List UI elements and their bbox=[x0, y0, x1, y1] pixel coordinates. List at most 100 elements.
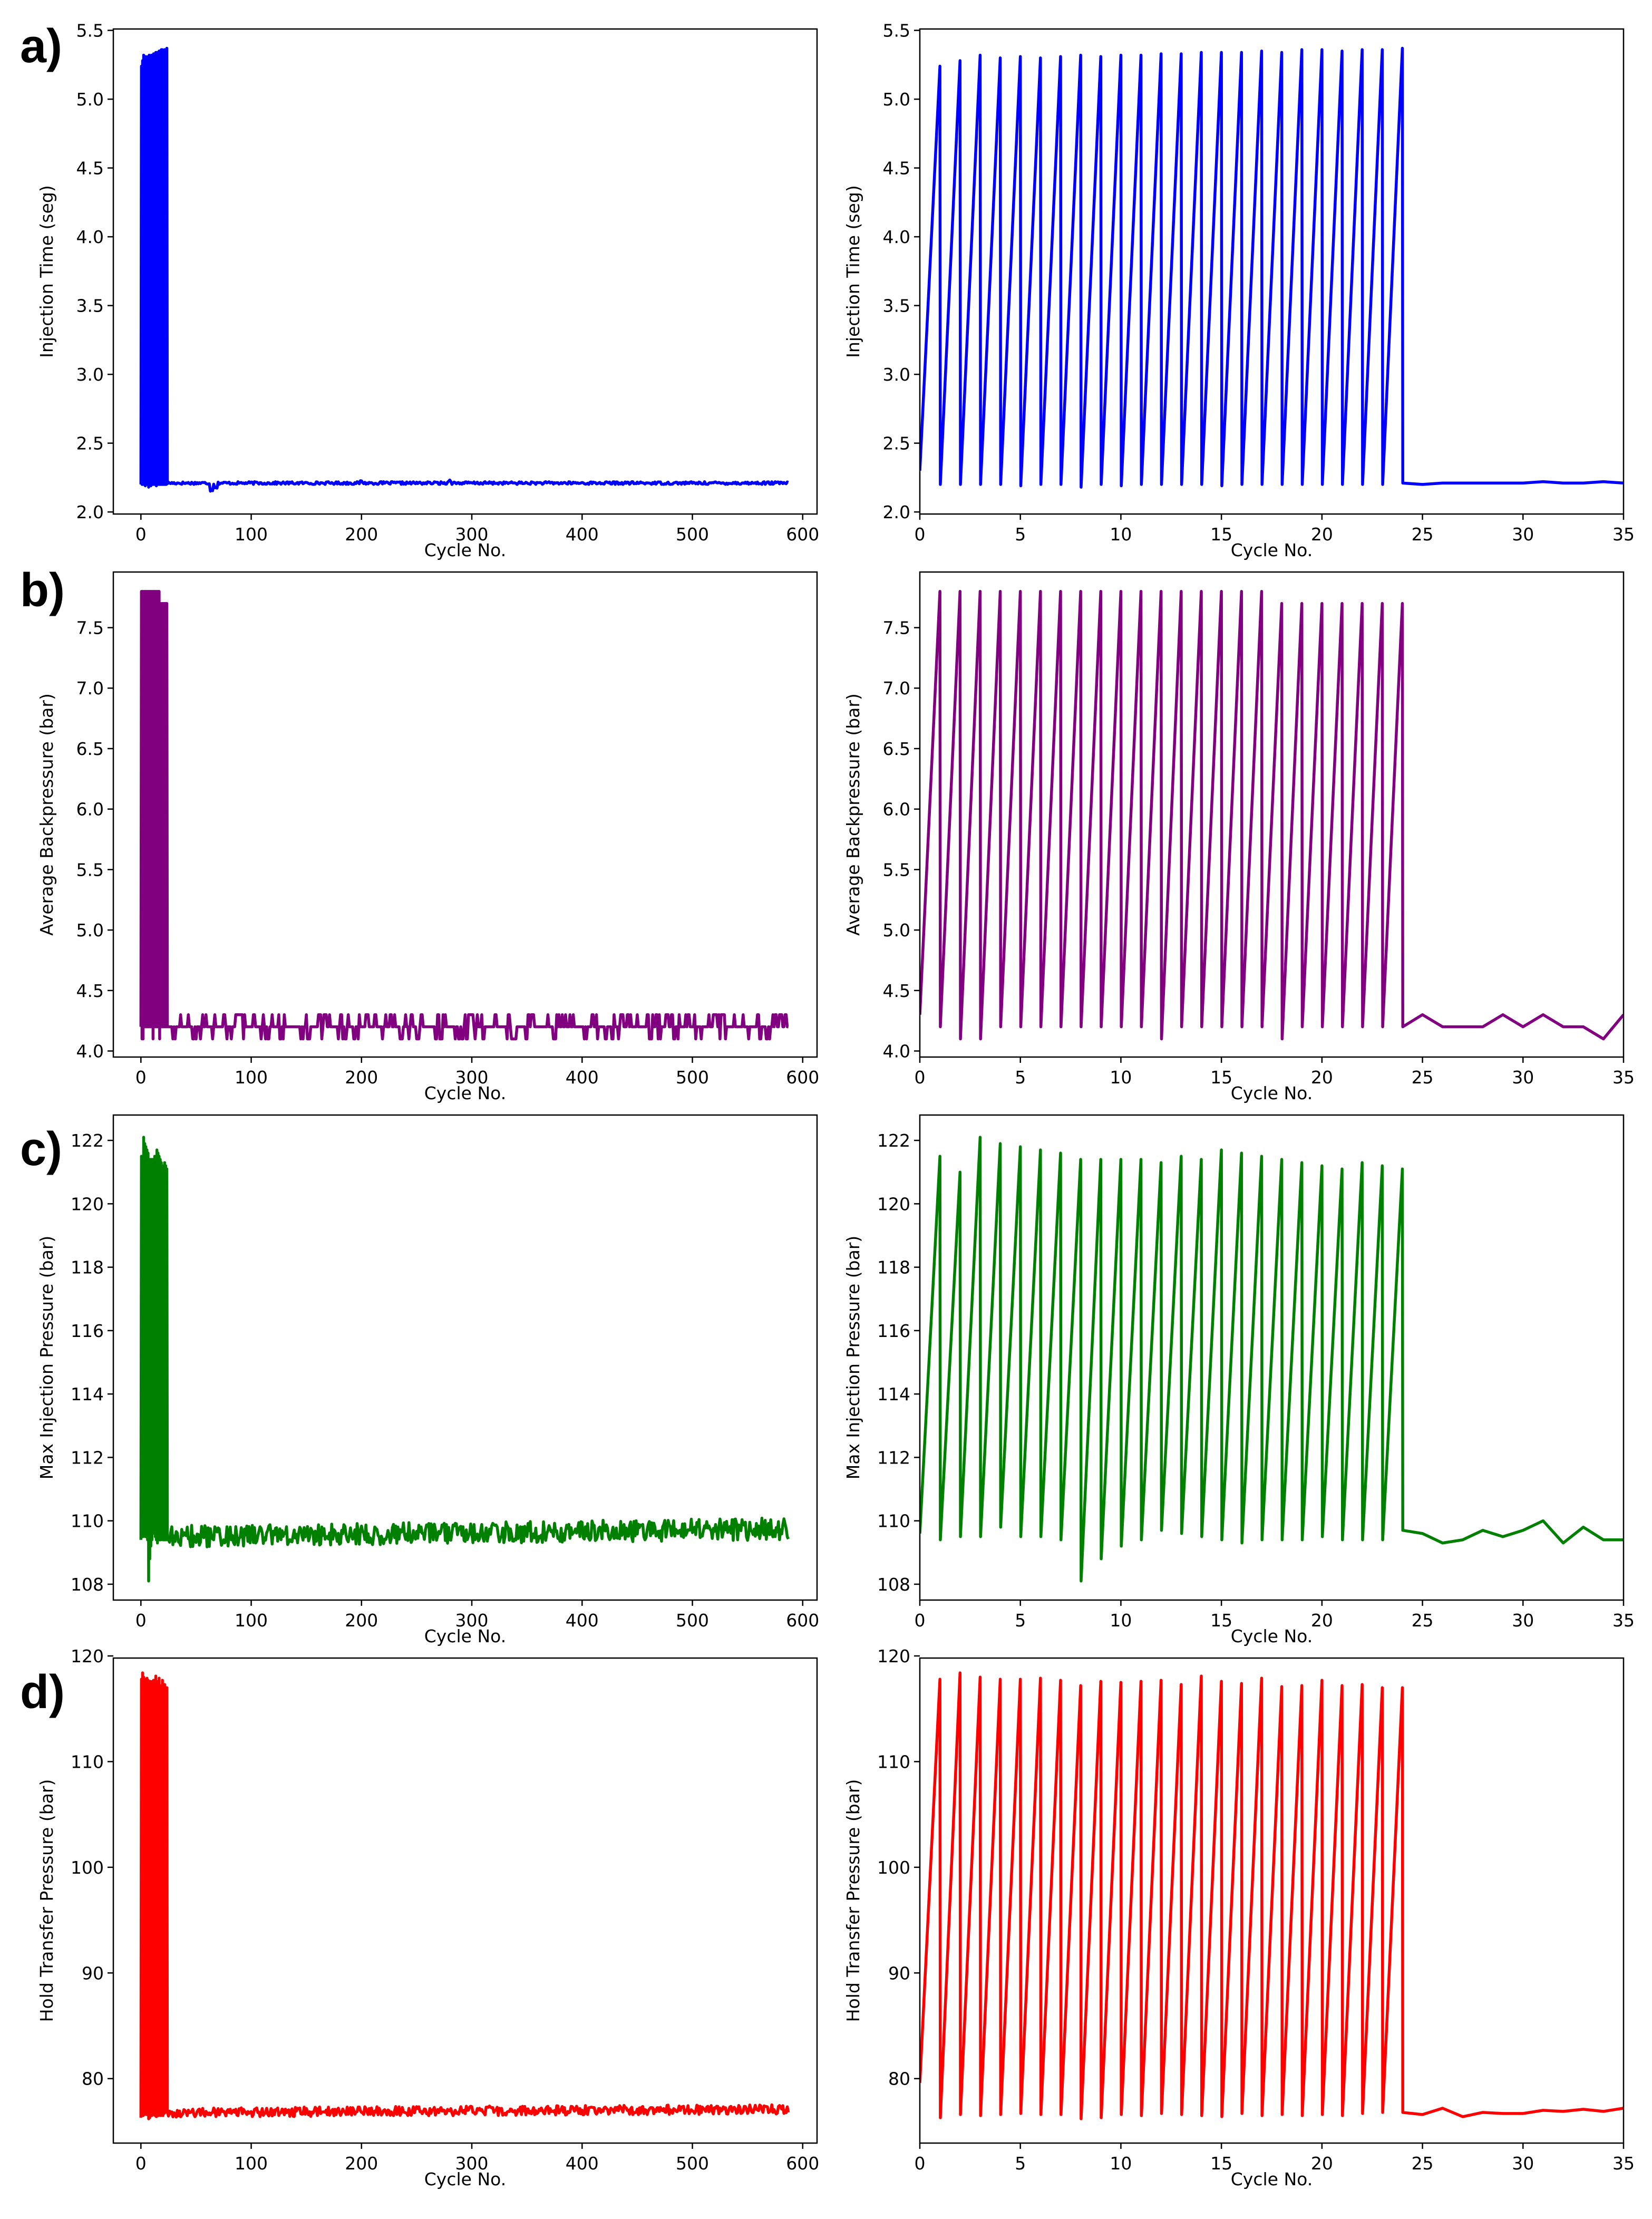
series-line bbox=[139, 1136, 790, 1583]
plot-frame bbox=[919, 1657, 1625, 2144]
y-tick-label: 7.0 bbox=[883, 678, 910, 699]
y-tick-label: 6.0 bbox=[883, 799, 910, 820]
plot-frame bbox=[112, 1114, 818, 1601]
x-tick-label: 10 bbox=[1110, 1610, 1132, 1631]
y-tick-label: 4.0 bbox=[883, 1041, 910, 1062]
x-tick-label: 5 bbox=[1015, 524, 1026, 545]
x-tick-label: 100 bbox=[235, 524, 268, 545]
y-tick-label: 120 bbox=[71, 1646, 104, 1666]
x-tick-label: 30 bbox=[1512, 1067, 1534, 1088]
plot-frame bbox=[919, 28, 1625, 515]
y-tick-label: 6.5 bbox=[76, 739, 104, 759]
y-tick-label: 114 bbox=[877, 1384, 910, 1404]
y-tick-label: 118 bbox=[877, 1257, 910, 1278]
series-line bbox=[139, 589, 789, 1041]
x-tick-label: 25 bbox=[1412, 1610, 1434, 1631]
x-tick-label: 10 bbox=[1110, 2153, 1132, 2174]
y-tick-label: 100 bbox=[71, 1857, 104, 1878]
y-tick-label: 6.0 bbox=[76, 799, 104, 820]
x-tick-label: 5 bbox=[1015, 1067, 1026, 1088]
y-tick-label: 110 bbox=[877, 1751, 910, 1772]
x-tick-label: 0 bbox=[135, 1610, 147, 1631]
y-tick-label: 122 bbox=[877, 1130, 910, 1151]
y-tick-label: 80 bbox=[888, 2069, 910, 2089]
x-tick-label: 600 bbox=[786, 2153, 819, 2174]
series-line bbox=[920, 589, 1624, 1041]
panel-letter-a: a) bbox=[20, 20, 62, 73]
chart-b-full: 0 100 200 300 400 500 600 4.0 4.5 5.0 5.5 6.0 6.5 7.0… bbox=[36, 571, 819, 1103]
panel-letter-b: b) bbox=[20, 564, 65, 617]
chart-b-zoom: 0 5 10 15 20 25 30 35 4.0 4.5 5.0 5.5 6.0 6.5 7.0 7.5 Cy… bbox=[843, 571, 1635, 1103]
chart-c-zoom: 0 5 10 15 20 25 30 35 108 110 112 114 116 118 120 122 Cy… bbox=[843, 1114, 1635, 1646]
x-tick-label: 300 bbox=[455, 524, 489, 545]
x-tick-label: 600 bbox=[786, 1067, 819, 1088]
y-tick-label: 110 bbox=[71, 1511, 104, 1532]
x-tick-label: 20 bbox=[1311, 2153, 1333, 2174]
plot-frame bbox=[112, 571, 818, 1058]
y-tick-label: 80 bbox=[82, 2069, 104, 2089]
x-tick-label: 25 bbox=[1412, 1067, 1434, 1088]
x-tick-label: 200 bbox=[345, 1610, 378, 1631]
x-tick-label: 500 bbox=[676, 1610, 709, 1631]
x-axis-title: Cycle No. bbox=[1231, 540, 1313, 560]
x-axis-title: Cycle No. bbox=[424, 1626, 506, 1646]
y-tick-label: 4.5 bbox=[76, 158, 104, 179]
y-tick-label: 110 bbox=[877, 1511, 910, 1532]
y-tick-label: 110 bbox=[71, 1751, 104, 1772]
x-tick-label: 600 bbox=[786, 1610, 819, 1631]
y-tick-label: 118 bbox=[71, 1257, 104, 1278]
y-tick-label: 7.5 bbox=[76, 618, 104, 638]
y-tick-label: 5.5 bbox=[76, 21, 104, 41]
x-tick-label: 30 bbox=[1512, 2153, 1534, 2174]
x-tick-label: 0 bbox=[135, 1067, 147, 1088]
y-tick-label: 5.5 bbox=[76, 859, 104, 880]
x-axis-title: Cycle No. bbox=[424, 540, 506, 560]
x-tick-label: 0 bbox=[135, 2153, 147, 2174]
y-tick-label: 3.5 bbox=[76, 296, 104, 316]
y-tick-label: 122 bbox=[71, 1130, 104, 1151]
x-tick-label: 5 bbox=[1015, 1610, 1026, 1631]
y-axis-title: Injection Time (seg) bbox=[843, 185, 863, 357]
y-tick-label: 3.0 bbox=[883, 364, 910, 385]
x-tick-label: 0 bbox=[915, 524, 926, 545]
y-tick-label: 116 bbox=[877, 1321, 910, 1341]
x-tick-label: 200 bbox=[345, 1067, 378, 1088]
plot-frame bbox=[919, 1114, 1625, 1601]
chart-a-full: 0 100 200 300 400 500 600 2.0 2.5 3.0 3.5 4.0 4.5 5.0… bbox=[36, 21, 819, 560]
x-tick-label: 100 bbox=[235, 1610, 268, 1631]
series-line bbox=[139, 1671, 790, 2120]
x-tick-label: 300 bbox=[455, 1610, 489, 1631]
y-tick-label: 120 bbox=[71, 1194, 104, 1214]
y-tick-label: 2.0 bbox=[76, 502, 104, 522]
y-tick-label: 4.0 bbox=[76, 227, 104, 247]
x-tick-label: 0 bbox=[135, 524, 147, 545]
series-line bbox=[920, 46, 1624, 489]
y-axis-title: Hold Transfer Pressure (bar) bbox=[36, 1779, 57, 2022]
y-axis-title: Average Backpressure (bar) bbox=[843, 693, 863, 936]
x-axis-title: Cycle No. bbox=[1231, 1083, 1313, 1103]
y-tick-label: 112 bbox=[877, 1447, 910, 1468]
y-tick-label: 7.5 bbox=[883, 618, 910, 638]
panel-letter-d: d) bbox=[20, 1666, 65, 1719]
y-tick-label: 2.5 bbox=[883, 433, 910, 454]
x-axis-title: Cycle No. bbox=[424, 2169, 506, 2189]
y-tick-label: 120 bbox=[877, 1646, 910, 1666]
y-tick-label: 7.0 bbox=[76, 678, 104, 699]
chart-a-zoom: 0 5 10 15 20 25 30 35 2.0 2.5 3.0 3.5 4.0 4.5 5.0 5.5 Cy… bbox=[843, 21, 1635, 560]
y-tick-label: 5.5 bbox=[883, 21, 910, 41]
x-tick-label: 400 bbox=[566, 1067, 599, 1088]
y-axis-title: Hold Transfer Pressure (bar) bbox=[843, 1779, 863, 2022]
y-tick-label: 116 bbox=[71, 1321, 104, 1341]
x-tick-label: 5 bbox=[1015, 2153, 1026, 2174]
plot-frame bbox=[919, 571, 1625, 1058]
y-tick-label: 114 bbox=[71, 1384, 104, 1404]
series-line bbox=[920, 1671, 1624, 2120]
x-tick-label: 30 bbox=[1512, 1610, 1534, 1631]
x-tick-label: 400 bbox=[566, 524, 599, 545]
y-tick-label: 90 bbox=[82, 1963, 104, 1983]
y-axis-title: Max Injection Pressure (bar) bbox=[36, 1236, 57, 1480]
x-tick-label: 15 bbox=[1210, 524, 1232, 545]
x-axis-title: Cycle No. bbox=[424, 1083, 506, 1103]
x-tick-label: 35 bbox=[1612, 1067, 1635, 1088]
